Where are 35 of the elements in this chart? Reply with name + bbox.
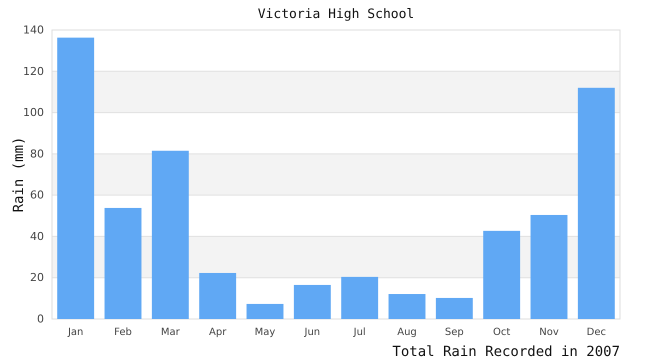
bar [436, 298, 473, 319]
bar [530, 214, 568, 319]
y-tick-label: 0 [37, 312, 44, 326]
x-tick-label: May [254, 327, 276, 338]
bar [246, 304, 284, 319]
x-tick-label: Sep [444, 327, 464, 338]
y-tick-label: 20 [30, 271, 44, 284]
x-tick-label: Jun [304, 327, 320, 338]
x-tick-label: Feb [114, 327, 132, 338]
bar [199, 272, 236, 319]
x-tick-label: Dec [586, 327, 606, 338]
x-tick-label: Apr [209, 327, 228, 338]
y-tick-label: 120 [23, 64, 44, 78]
bar [57, 38, 94, 319]
y-tick-label: 80 [30, 147, 44, 160]
bar [388, 294, 426, 319]
y-axis-title: Rain (mm) [11, 136, 27, 212]
bar [578, 88, 615, 319]
x-tick-label: Oct [493, 327, 510, 338]
x-tick-label: Jul [352, 327, 366, 338]
y-tick-label: 100 [23, 106, 44, 120]
x-tick-label: Jan [66, 327, 84, 338]
x-axis-title: Total Rain Recorded in 2007 [392, 344, 620, 360]
y-tick-label: 140 [23, 24, 44, 37]
x-tick-label: Aug [397, 327, 417, 338]
x-tick-label: Mar [160, 327, 181, 338]
bar [483, 230, 520, 319]
bar [104, 208, 142, 319]
chart-title: Victoria High School [258, 7, 414, 22]
bar [152, 150, 189, 319]
y-tick-label: 40 [30, 230, 44, 243]
x-tick-label: Nov [539, 327, 559, 338]
bar [294, 284, 331, 319]
y-tick-label: 60 [30, 188, 44, 202]
bar [341, 276, 378, 319]
